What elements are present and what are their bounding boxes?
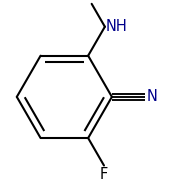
Text: F: F — [100, 167, 108, 182]
Text: N: N — [146, 89, 157, 104]
Text: NH: NH — [106, 19, 128, 34]
